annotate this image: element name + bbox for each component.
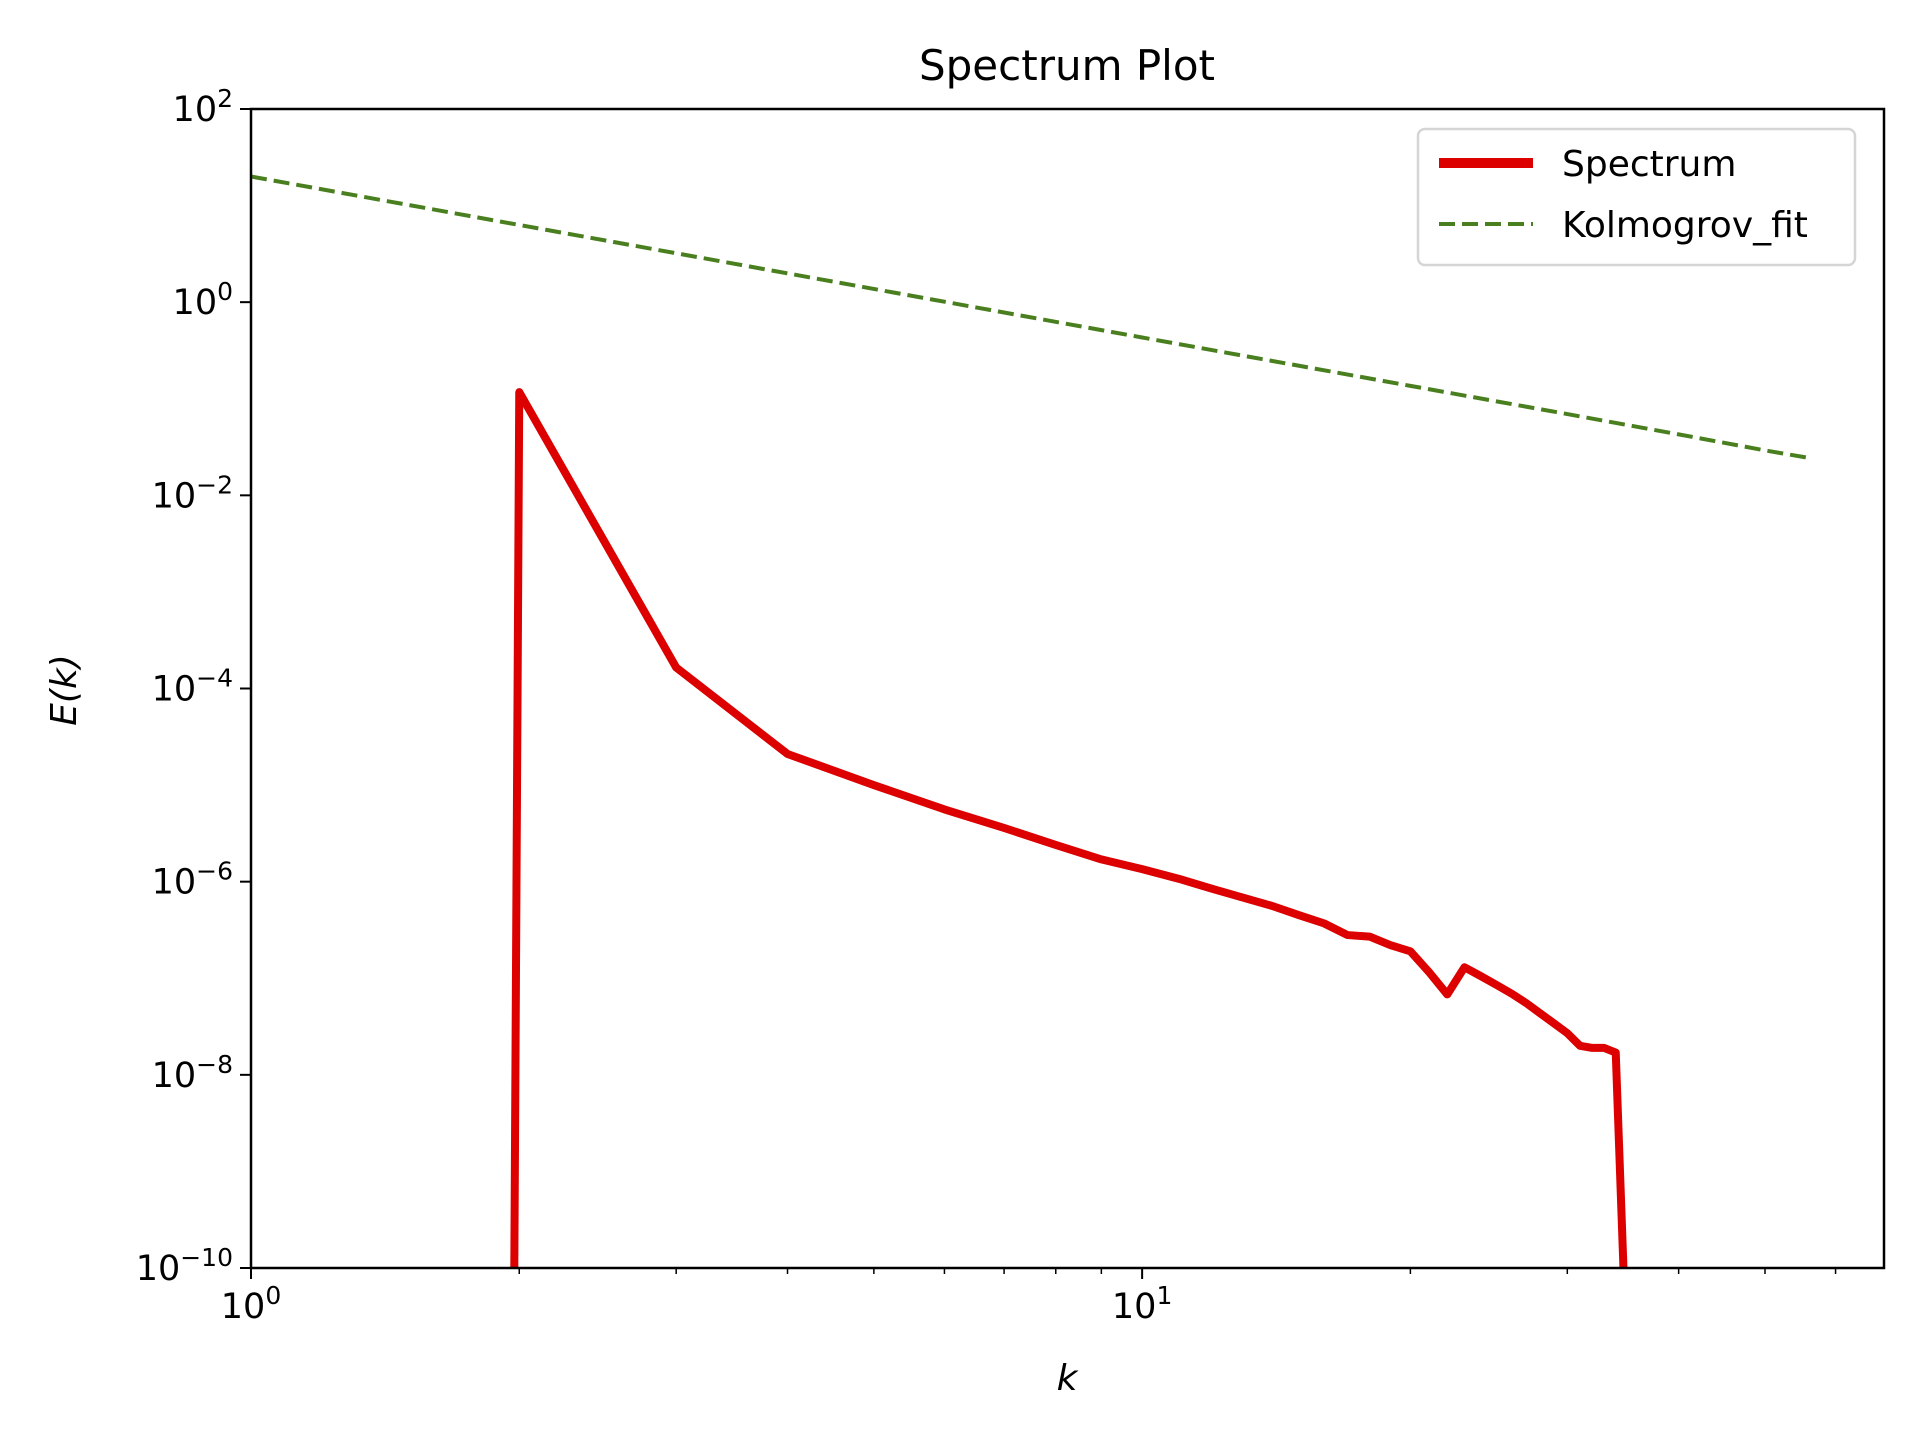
legend-label-spectrum: Spectrum bbox=[1562, 144, 1736, 185]
plot-frame bbox=[249, 107, 1886, 1270]
y-tick-label: 10−4 bbox=[152, 664, 233, 710]
x-tick-label: 100 bbox=[221, 1281, 281, 1327]
y-axis-label: E(k) bbox=[44, 654, 85, 726]
legend: Spectrum Kolmogrov_fit bbox=[1416, 127, 1857, 267]
y-tick-label: 10−8 bbox=[152, 1050, 233, 1096]
legend-label-kolmogrov-fit: Kolmogrov_fit bbox=[1562, 205, 1808, 246]
y-tick-label: 100 bbox=[173, 277, 233, 323]
x-axis-label: k bbox=[1057, 1358, 1080, 1399]
series-line-spectrum bbox=[510, 388, 1628, 1268]
y-tick-label: 102 bbox=[173, 84, 233, 130]
y-tick-label: 10−6 bbox=[152, 857, 233, 903]
y-axis: 102 100 10−2 10−4 10−6 10−8 10−10 bbox=[136, 84, 251, 1289]
series-line-kolmogrov-fit bbox=[251, 174, 1810, 460]
x-tick-label: 101 bbox=[1112, 1281, 1172, 1327]
chart-title: Spectrum Plot bbox=[919, 41, 1215, 90]
y-tick-label: 10−2 bbox=[152, 470, 233, 516]
y-tick-label: 10−10 bbox=[136, 1243, 233, 1289]
series-layer bbox=[251, 174, 1810, 1268]
x-axis: 100 101 bbox=[221, 1268, 1837, 1327]
